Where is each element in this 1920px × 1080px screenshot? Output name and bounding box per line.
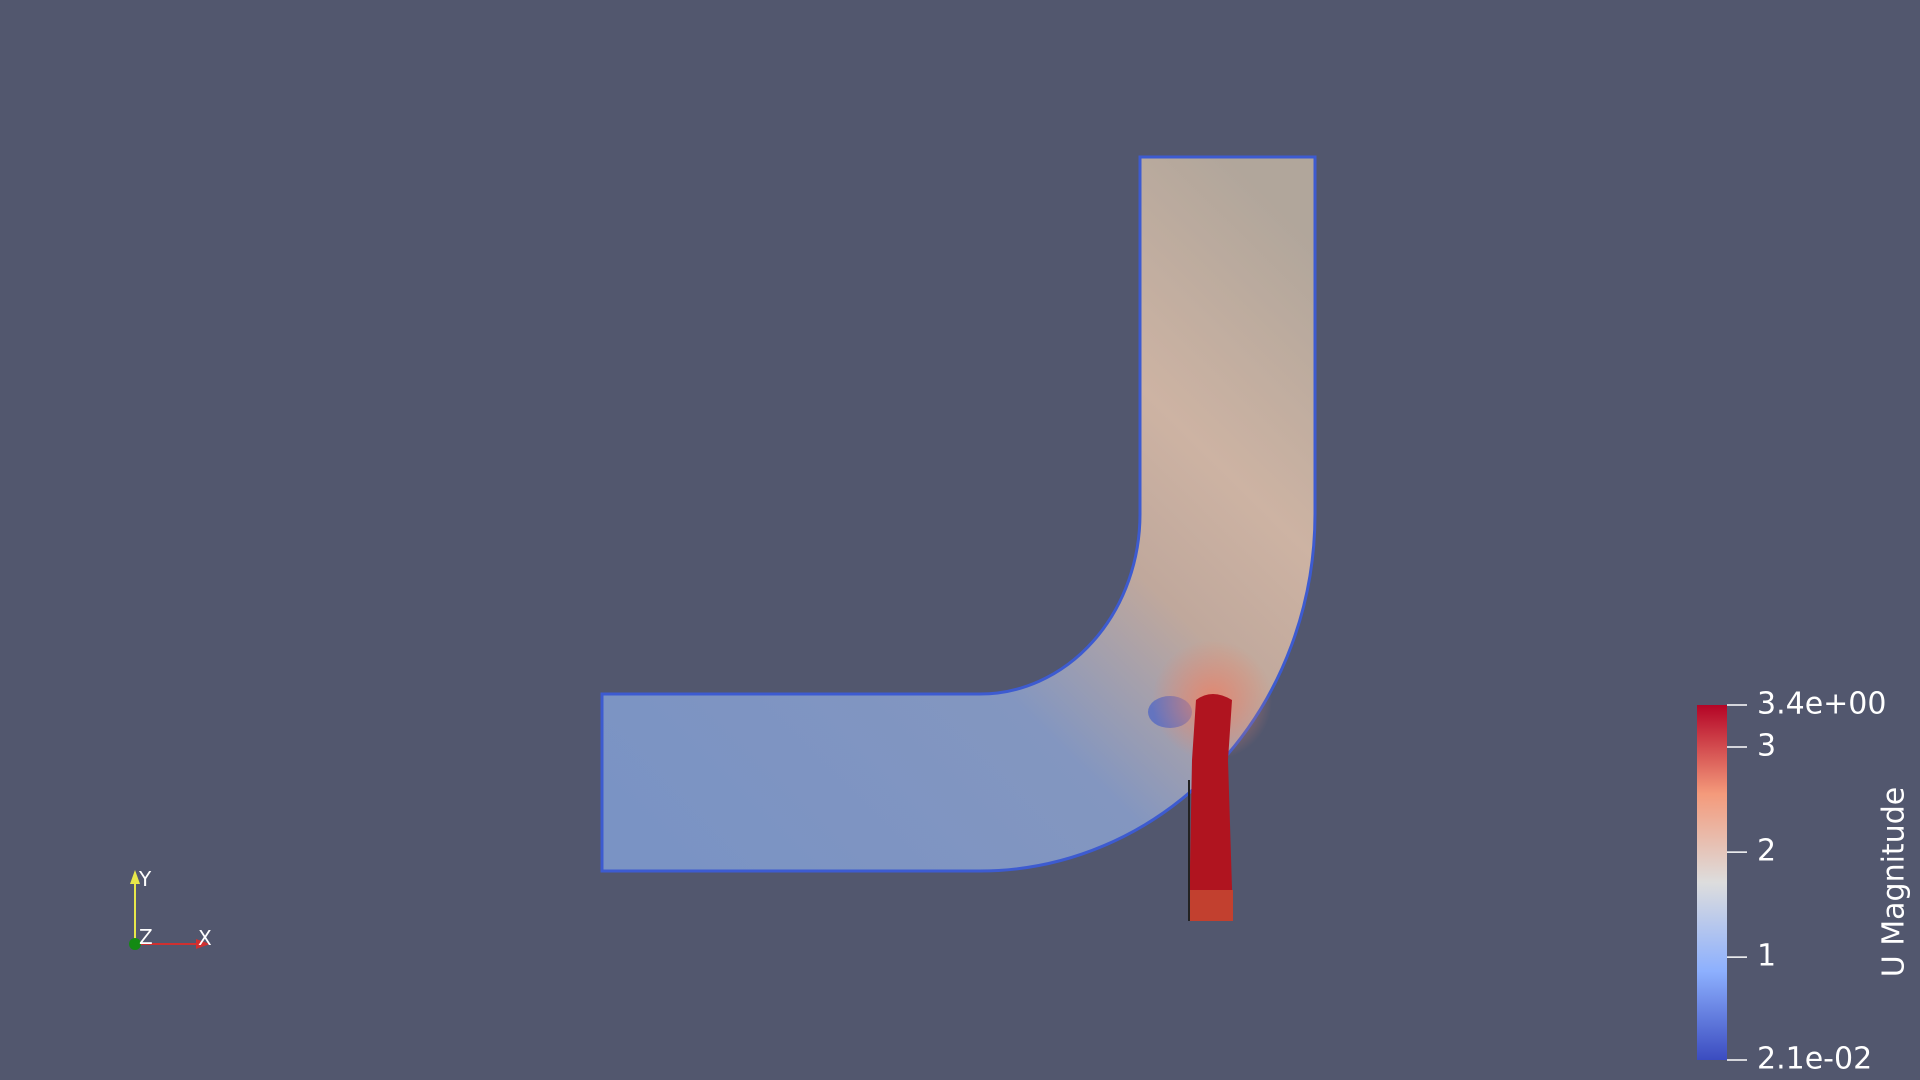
range-label: 3.4e+00 bbox=[1757, 687, 1886, 722]
color-bar bbox=[1697, 705, 1727, 1060]
tick-label: 3 bbox=[1757, 729, 1776, 764]
axis-z-label: Z bbox=[139, 925, 153, 949]
tick-label: 2 bbox=[1757, 834, 1776, 869]
axis-x-head bbox=[196, 939, 210, 949]
pipe-geometry bbox=[600, 155, 1317, 873]
axis-y-label: Y bbox=[138, 867, 152, 891]
axis-z bbox=[129, 938, 141, 950]
tick-label: 1 bbox=[1757, 939, 1776, 974]
axis-y-head bbox=[130, 870, 140, 884]
color-legend-ticks: 2.1e-02 3.4e+00 1 2 3 bbox=[1727, 687, 1886, 1077]
color-legend-title: U Magnitude bbox=[1877, 787, 1912, 977]
range-label: 2.1e-02 bbox=[1757, 1042, 1872, 1077]
inlet-jet bbox=[1189, 694, 1233, 921]
inlet-outlet bbox=[1189, 890, 1233, 921]
axis-x-label: X bbox=[198, 926, 212, 950]
